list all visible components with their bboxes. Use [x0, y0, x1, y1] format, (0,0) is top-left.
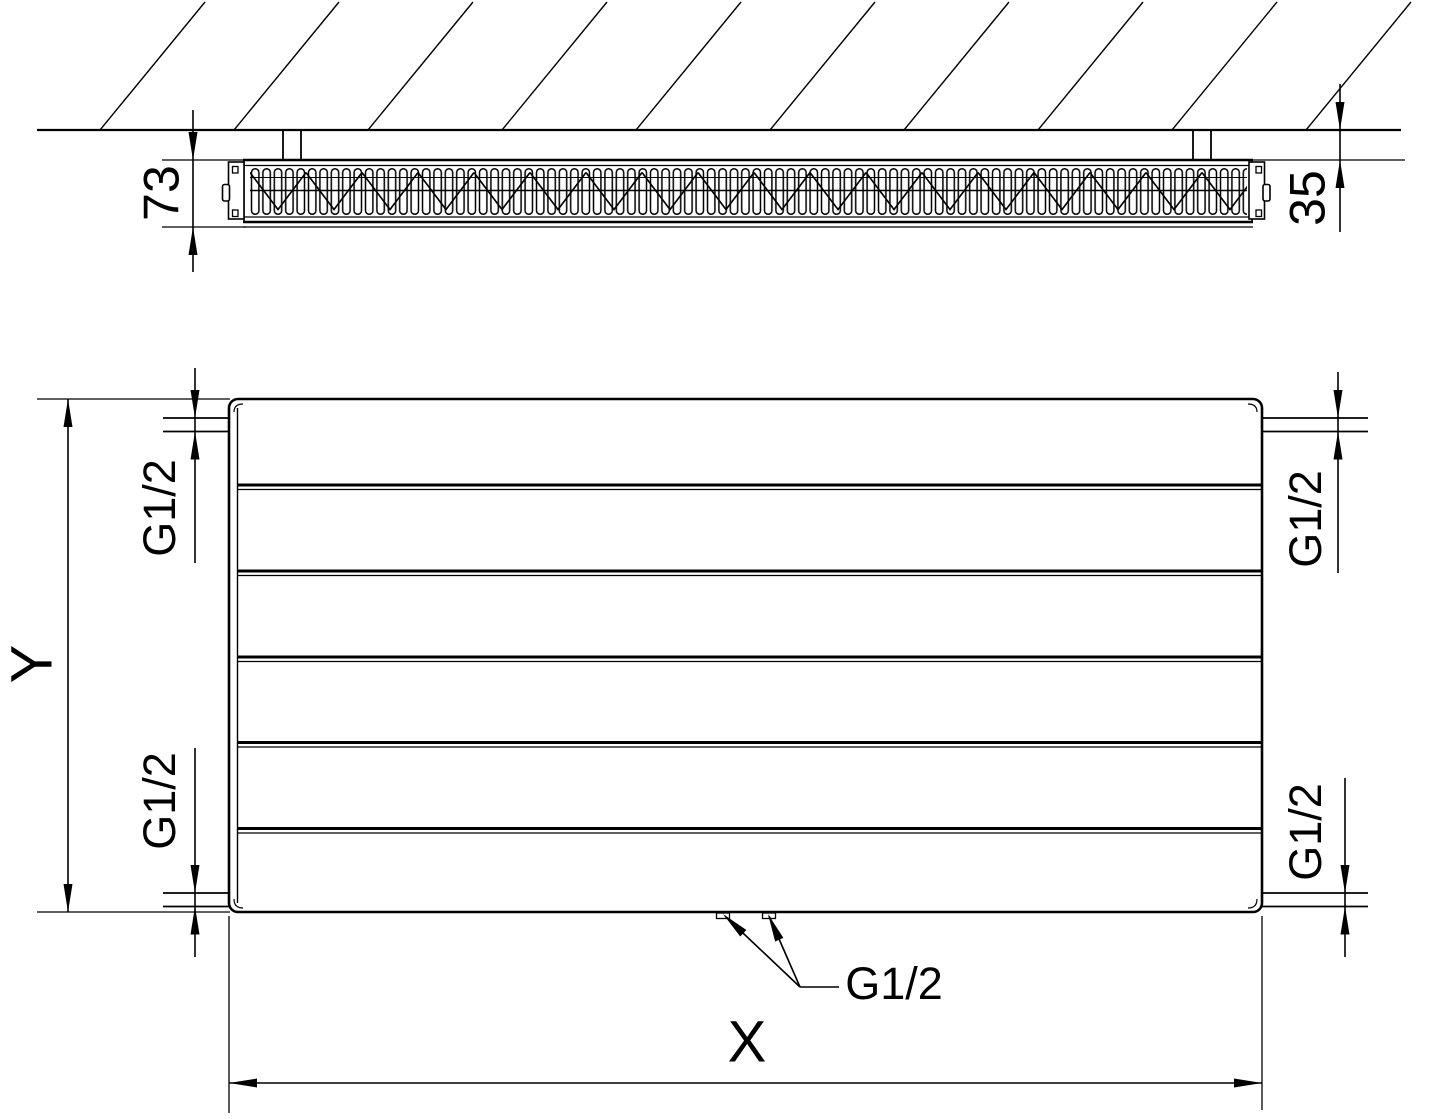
arrowhead: [1335, 160, 1345, 188]
bottom-connection-left: [715, 912, 731, 920]
top-view-section: [37, 1, 1412, 272]
arrowhead: [188, 227, 198, 255]
arrowhead: [1234, 1078, 1262, 1088]
connection-label-bottom-center: G1/2: [845, 958, 943, 1009]
arrowhead: [63, 399, 73, 427]
end-cap-right: [1248, 161, 1271, 220]
panel-groove-lines: [237, 483, 1261, 834]
arrowhead: [63, 884, 73, 912]
connection-stub-top-left: [163, 417, 229, 433]
arrowhead: [190, 390, 200, 418]
arrowhead: [723, 914, 747, 937]
bottom-connection-leader: [715, 912, 839, 988]
dimension-conn-top-left: [190, 368, 200, 563]
depth-dimension-label: 73: [134, 165, 190, 221]
arrowhead: [768, 914, 784, 942]
connection-stub-bottom-right: [1262, 892, 1368, 908]
arrowhead: [1333, 390, 1343, 418]
connection-label-top-left: G1/2: [134, 459, 185, 557]
arrowhead: [188, 132, 198, 160]
connection-label-bottom-right: G1/2: [1280, 783, 1331, 881]
width-dimension-label: X: [728, 1009, 767, 1074]
dimension-labels: 73 35 Y X G1/2 G1/2 G1/2 G1/2 G1/2: [0, 165, 1336, 1074]
dimension-width-x: [228, 916, 1263, 1113]
wall-hatching: [99, 1, 1412, 131]
end-cap-left: [221, 161, 245, 220]
mounting-bracket-left: [282, 131, 302, 159]
dimension-wall-distance: [1248, 84, 1405, 232]
height-dimension-label: Y: [0, 645, 64, 684]
radiator-panel-outline: [227, 397, 1264, 914]
dimension-conn-bottom-right: [1340, 778, 1350, 957]
convector-fins: [250, 167, 1247, 216]
arrowhead: [190, 865, 200, 893]
wall-distance-dimension-label: 35: [1280, 170, 1336, 226]
connection-stub-bottom-left: [163, 892, 229, 908]
radiator-cross-section: [221, 158, 1271, 228]
connection-stub-top-right: [1262, 417, 1368, 433]
arrowhead: [1333, 431, 1343, 460]
arrowhead: [1340, 906, 1350, 935]
arrowhead: [1340, 865, 1350, 893]
arrowhead: [229, 1078, 257, 1088]
dimension-conn-bottom-left: [190, 748, 200, 957]
dimension-conn-top-right: [1333, 372, 1343, 573]
mounting-bracket-right: [1192, 131, 1212, 159]
panel-inner-corner-arcs: [233, 403, 1258, 909]
dimension-depth: [162, 110, 246, 272]
connection-label-top-right: G1/2: [1280, 470, 1331, 568]
arrowhead: [1335, 102, 1345, 130]
side-lug-right: [1262, 183, 1271, 202]
side-lug-left: [221, 183, 231, 202]
connection-label-bottom-left: G1/2: [134, 752, 185, 850]
arrowhead: [190, 906, 200, 935]
arrowhead: [190, 431, 200, 460]
front-view: [37, 368, 1368, 1113]
